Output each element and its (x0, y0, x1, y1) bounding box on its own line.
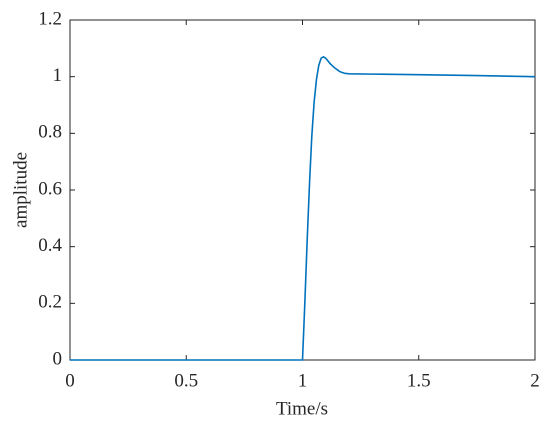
y-tick-label: 1 (53, 65, 63, 86)
x-tick-label: 0.5 (174, 370, 198, 391)
y-tick-label: 0.6 (38, 178, 62, 199)
y-tick-label: 1.2 (38, 8, 62, 29)
y-axis-label: amplitude (10, 152, 31, 228)
x-tick-label: 0 (65, 370, 75, 391)
x-axis-label: Time/s (276, 398, 328, 419)
y-tick-label: 0.4 (38, 235, 62, 256)
line-series (70, 55, 536, 361)
y-tick-label: 0.8 (38, 122, 62, 143)
x-tick-label: 1.5 (407, 370, 431, 391)
y-tick-label: 0 (53, 348, 63, 369)
x-tick-label: 2 (530, 370, 540, 391)
axes-box (69, 19, 536, 361)
y-tick-label: 0.2 (38, 292, 62, 313)
x-tick-label: 1 (298, 370, 308, 391)
